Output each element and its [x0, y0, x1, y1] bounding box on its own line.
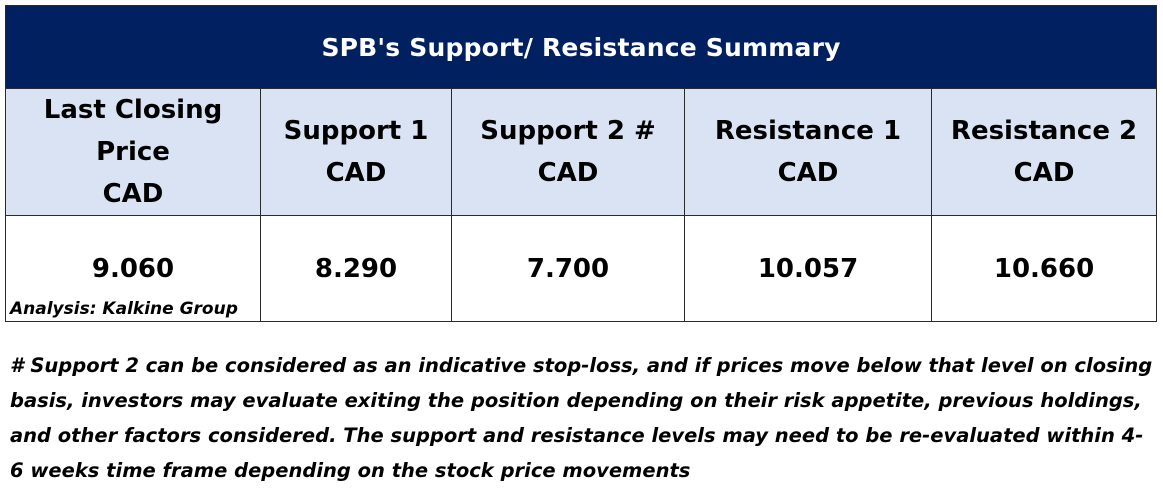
header-unit: CAD [1013, 158, 1075, 188]
value-support-2: 7.700 [451, 215, 685, 322]
value-last-closing-price: 9.060 [5, 215, 261, 322]
header-label: Last Closing Price [43, 95, 223, 167]
value-support-1: 8.290 [260, 215, 452, 322]
header-unit: CAD [777, 158, 839, 188]
header-last-closing-price: Last Closing Price CAD [5, 88, 261, 216]
analysis-credit: Analysis: Kalkine Group [10, 299, 238, 319]
header-label: Resistance 2 [950, 116, 1138, 146]
header-unit: CAD [325, 158, 387, 188]
header-support-1: Support 1 CAD [260, 88, 452, 216]
values-row: 9.060 8.290 7.700 10.057 10.660 [5, 215, 1158, 322]
header-label: Support 2 # [480, 116, 656, 146]
value-resistance-2: 10.660 [930, 215, 1158, 322]
value-resistance-1: 10.057 [684, 215, 932, 322]
header-label: Resistance 1 [714, 116, 902, 146]
header-row: Last Closing Price CAD Support 1 CAD Sup… [5, 88, 1158, 216]
footnote: # Support 2 can be considered as an indi… [10, 354, 1153, 482]
header-unit: CAD [102, 179, 164, 209]
header-resistance-1: Resistance 1 CAD [684, 88, 932, 216]
header-support-2: Support 2 # CAD [451, 88, 685, 216]
header-label: Support 1 [283, 116, 429, 146]
title-row: SPB's Support/ Resistance Summary [4, 5, 1158, 89]
table-title: SPB's Support/ Resistance Summary [4, 5, 1158, 89]
header-resistance-2: Resistance 2 CAD [930, 88, 1158, 216]
support-resistance-table: SPB's Support/ Resistance Summary Last C… [4, 5, 1158, 322]
header-unit: CAD [537, 158, 599, 188]
